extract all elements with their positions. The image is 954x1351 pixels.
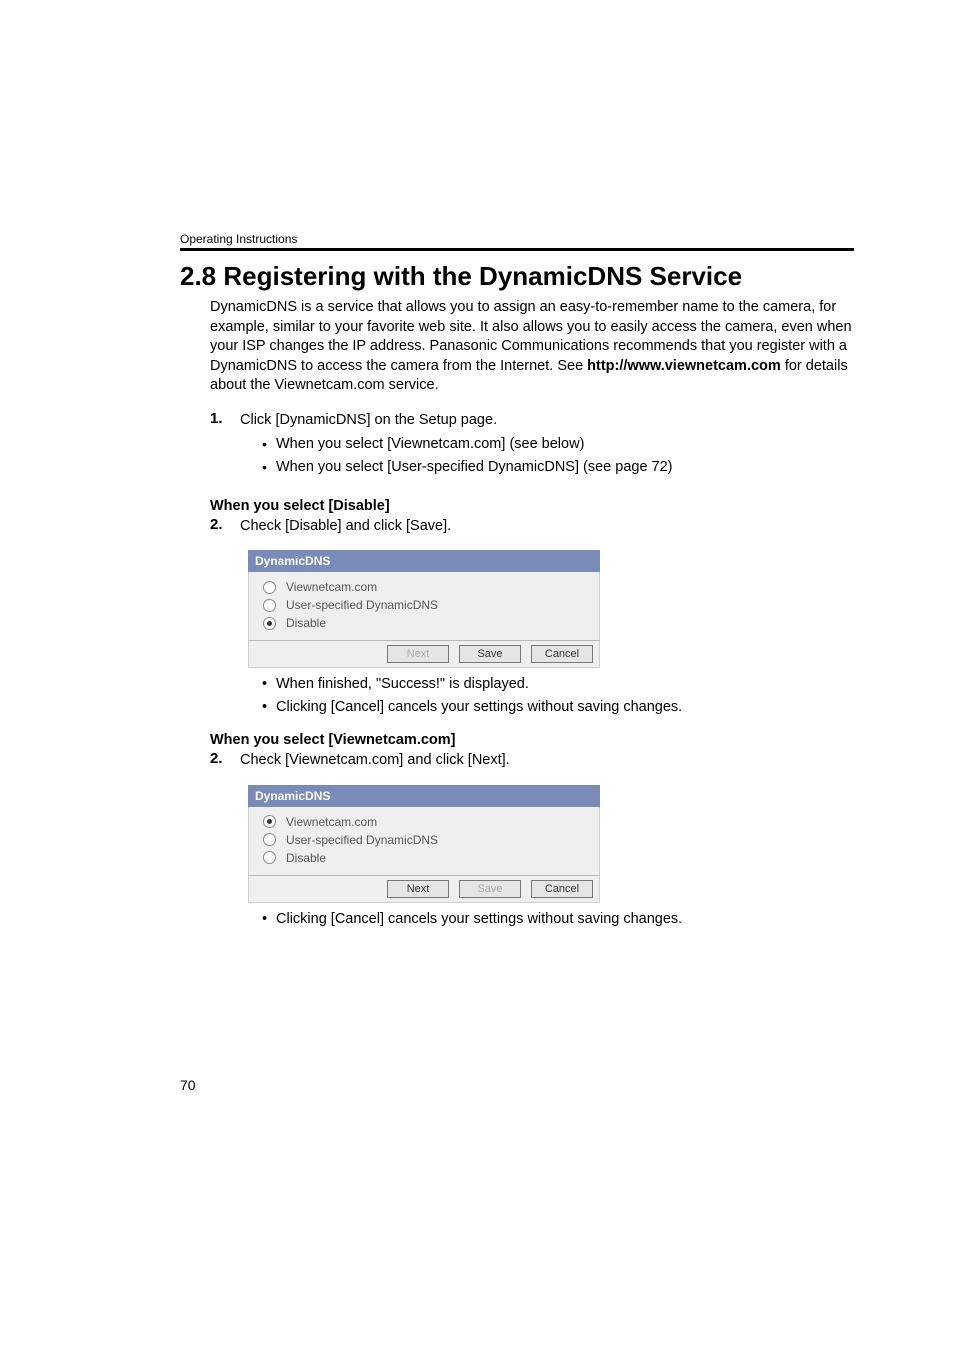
- step-1-bullet: When you select [Viewnetcam.com] (see be…: [262, 434, 854, 455]
- radio-option-viewnetcam[interactable]: Viewnetcam.com: [263, 578, 585, 596]
- radio-label: Viewnetcam.com: [286, 580, 377, 594]
- radio-label: User-specified DynamicDNS: [286, 833, 438, 847]
- dialog-button-bar: Next Save Cancel: [248, 641, 600, 668]
- dialog-title: DynamicDNS: [248, 550, 600, 572]
- radio-option-disable[interactable]: Disable: [263, 849, 585, 867]
- note-item: When finished, "Success!" is displayed.: [262, 674, 854, 695]
- note-item: Clicking [Cancel] cancels your settings …: [262, 697, 854, 718]
- header-rule: [180, 248, 854, 251]
- radio-option-userdns[interactable]: User-specified DynamicDNS: [263, 596, 585, 614]
- note-item: Clicking [Cancel] cancels your settings …: [262, 909, 854, 930]
- viewnet-heading: When you select [Viewnetcam.com]: [210, 732, 854, 748]
- running-header: Operating Instructions: [180, 232, 854, 246]
- next-button[interactable]: Next: [387, 645, 449, 663]
- document-page: Operating Instructions 2.8 Registering w…: [0, 0, 954, 1351]
- viewnet-step-number: 2.: [210, 750, 240, 767]
- cancel-button[interactable]: Cancel: [531, 880, 593, 898]
- disable-step-number: 2.: [210, 516, 240, 533]
- intro-url: http://www.viewnetcam.com: [587, 358, 781, 374]
- radio-label: Viewnetcam.com: [286, 815, 377, 829]
- radio-icon: [263, 833, 276, 846]
- page-number: 70: [180, 1077, 196, 1093]
- radio-label: Disable: [286, 616, 326, 630]
- disable-step: 2. Check [Disable] and click [Save].: [210, 516, 854, 536]
- disable-heading: When you select [Disable]: [210, 498, 854, 514]
- step-1-bullet: When you select [User-specified DynamicD…: [262, 457, 854, 478]
- radio-icon: [263, 581, 276, 594]
- step-1-number: 1.: [210, 410, 240, 427]
- intro-paragraph: DynamicDNS is a service that allows you …: [210, 298, 854, 396]
- step-1: 1. Click [DynamicDNS] on the Setup page.…: [210, 410, 854, 484]
- disable-step-text: Check [Disable] and click [Save].: [240, 518, 451, 534]
- dialog-button-bar: Next Save Cancel: [248, 876, 600, 903]
- cancel-button[interactable]: Cancel: [531, 645, 593, 663]
- section-title: 2.8 Registering with the DynamicDNS Serv…: [180, 261, 854, 292]
- radio-icon: [263, 815, 276, 828]
- next-button[interactable]: Next: [387, 880, 449, 898]
- radio-option-userdns[interactable]: User-specified DynamicDNS: [263, 831, 585, 849]
- save-button[interactable]: Save: [459, 645, 521, 663]
- radio-option-viewnetcam[interactable]: Viewnetcam.com: [263, 813, 585, 831]
- step-1-text: Click [DynamicDNS] on the Setup page.: [240, 412, 497, 428]
- viewnet-step-text: Check [Viewnetcam.com] and click [Next].: [240, 752, 510, 768]
- disable-after-notes: When finished, "Success!" is displayed. …: [240, 674, 854, 718]
- disable-dialog: DynamicDNS Viewnetcam.com User-specified…: [248, 550, 600, 668]
- radio-label: User-specified DynamicDNS: [286, 598, 438, 612]
- viewnet-step: 2. Check [Viewnetcam.com] and click [Nex…: [210, 750, 854, 770]
- radio-icon: [263, 851, 276, 864]
- save-button[interactable]: Save: [459, 880, 521, 898]
- radio-label: Disable: [286, 851, 326, 865]
- radio-icon: [263, 617, 276, 630]
- radio-icon: [263, 599, 276, 612]
- radio-option-disable[interactable]: Disable: [263, 614, 585, 632]
- viewnet-dialog: DynamicDNS Viewnetcam.com User-specified…: [248, 785, 600, 903]
- dialog-title: DynamicDNS: [248, 785, 600, 807]
- viewnet-after-notes: Clicking [Cancel] cancels your settings …: [240, 909, 854, 930]
